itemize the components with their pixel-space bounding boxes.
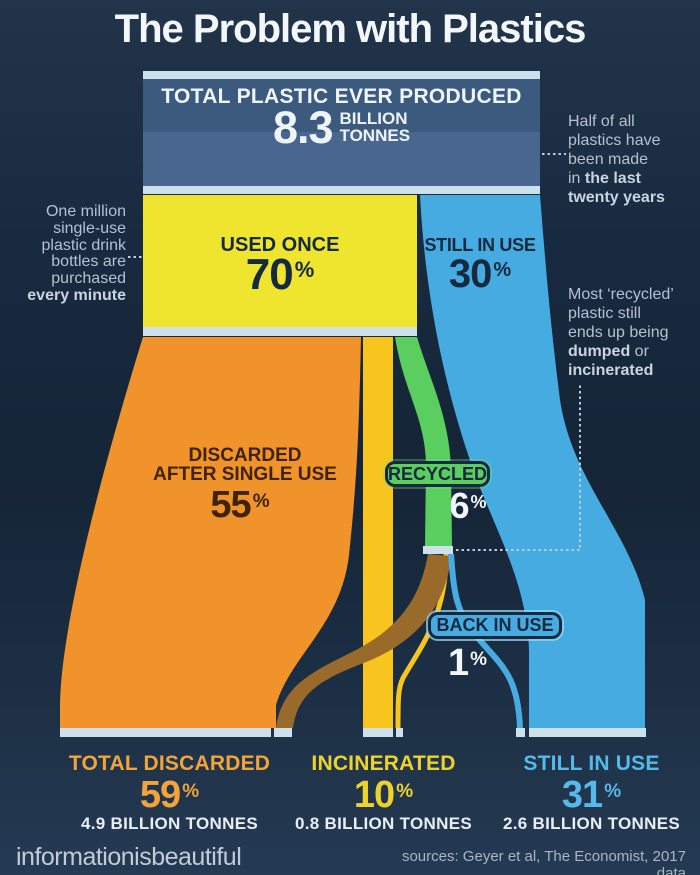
annotation-line: Most ‘recycled’ bbox=[568, 286, 674, 303]
dumped-cap bbox=[274, 728, 292, 737]
still-in-use-final-number: 31 bbox=[561, 774, 603, 816]
total-produced-unit: BILLION TONNES bbox=[340, 110, 411, 144]
flow-used-once-box bbox=[143, 195, 417, 327]
still-in-use-final-cap bbox=[529, 728, 646, 737]
incinerated-cap bbox=[363, 728, 393, 737]
total-produced-value: 8.3 BILLION TONNES bbox=[143, 102, 540, 153]
still-in-use-final-percent: 31% bbox=[469, 774, 700, 817]
used-once-label: USED ONCE bbox=[220, 234, 340, 256]
recycled-number: 6 bbox=[449, 485, 469, 526]
back-in-use-percent: 1% bbox=[420, 642, 515, 685]
percent-sign: % bbox=[493, 259, 512, 281]
top-box-lower bbox=[143, 132, 540, 186]
percent-sign: % bbox=[294, 256, 315, 282]
discarded-percent: 55% bbox=[105, 484, 375, 527]
sources-credit: sources: Geyer et al, The Economist, 201… bbox=[401, 848, 686, 875]
total-discarded-percent: 59% bbox=[47, 774, 292, 817]
back-in-use-cap bbox=[516, 728, 525, 737]
percent-sign: % bbox=[252, 490, 270, 512]
top-box-cap bbox=[143, 71, 540, 79]
unit-tonnes: TONNES bbox=[339, 126, 411, 145]
percent-sign: % bbox=[470, 648, 488, 670]
annotation-line: ends up being bbox=[568, 324, 669, 341]
brand-credit: informationisbeautiful bbox=[16, 843, 242, 871]
annotation-bottles: One million single-use plastic drink bot… bbox=[0, 203, 126, 305]
page-title: The Problem with Plastics bbox=[114, 7, 587, 51]
discarded-number: 55 bbox=[210, 484, 251, 526]
recycled-percent: 6% bbox=[423, 485, 513, 527]
incinerated-label: INCINERATED bbox=[311, 752, 456, 775]
annotation-half-of-plastics: Half of all plastics have been made in t… bbox=[568, 112, 700, 207]
percent-sign: % bbox=[604, 780, 622, 802]
annotation-line: Half of all bbox=[568, 113, 635, 130]
annotation-line-bold: twenty years bbox=[568, 189, 665, 206]
used-once-percent: 70% bbox=[143, 250, 417, 300]
annotation-line: been made bbox=[568, 151, 649, 168]
annotation-line-bold: the last bbox=[584, 170, 641, 187]
annotation-line: One million bbox=[45, 203, 126, 220]
annotation-line: purchased bbox=[51, 270, 126, 288]
recycled-cap bbox=[423, 546, 453, 554]
discarded-label: DISCARDED AFTER SINGLE USE bbox=[110, 446, 380, 484]
annotation-line: plastics have bbox=[568, 132, 661, 149]
back-in-use-number: 1 bbox=[447, 642, 469, 684]
annotation-line: plastic still bbox=[568, 305, 641, 322]
top-box-upper bbox=[143, 79, 540, 132]
still-in-use-top-percent: 30% bbox=[420, 252, 540, 297]
discarded-label-line1: DISCARDED bbox=[188, 445, 302, 466]
annotation-most-recycled: Most ‘recycled’ plastic still ends up be… bbox=[568, 285, 700, 380]
flow-recycled-dumped bbox=[276, 554, 451, 728]
annotation-line-bold: incinerated bbox=[568, 362, 654, 379]
total-discarded-tonnes: 4.9 BILLION TONNES bbox=[80, 814, 258, 833]
unit-billion: BILLION bbox=[339, 109, 408, 128]
recycled-badge: RECYCLED bbox=[385, 461, 490, 487]
total-produced-number: 8.3 bbox=[272, 102, 334, 153]
flow-still-in-use bbox=[420, 195, 645, 728]
still-in-use-final-tonnes: 2.6 BILLION TONNES bbox=[502, 814, 680, 833]
total-discarded-label: TOTAL DISCARDED bbox=[68, 752, 271, 775]
annotation-line: plastic drink bbox=[41, 236, 126, 254]
still-in-use-top-label: STILL IN USE bbox=[424, 235, 536, 255]
incinerated-number: 10 bbox=[353, 774, 395, 816]
flow-incinerated-column bbox=[363, 337, 393, 728]
back-in-use-badge: BACK IN USE bbox=[428, 612, 562, 639]
incinerated-tonnes: 0.8 BILLION TONNES bbox=[294, 814, 472, 833]
annotation-line: bottles are bbox=[51, 253, 126, 271]
still-in-use-top-number: 30 bbox=[448, 252, 492, 296]
flow-discarded bbox=[60, 337, 361, 728]
still-in-use-final-label: STILL IN USE bbox=[523, 752, 660, 775]
used-once-number: 70 bbox=[245, 250, 294, 299]
flow-recycled-to-incinerated bbox=[395, 553, 449, 729]
total-produced-label: TOTAL PLASTIC EVER PRODUCED bbox=[161, 85, 522, 108]
annotation-line-bold: every minute bbox=[27, 286, 126, 304]
total-discarded-number: 59 bbox=[139, 774, 181, 816]
annotation-line-bold: dumped bbox=[568, 343, 631, 360]
total-discarded-cap bbox=[60, 728, 271, 737]
percent-sign: % bbox=[182, 780, 200, 802]
annotation-line: in bbox=[568, 170, 585, 187]
flow-recycled bbox=[395, 337, 452, 546]
percent-sign: % bbox=[470, 492, 487, 513]
annotation-line: or bbox=[630, 343, 649, 360]
recycled-incinerated-cap bbox=[396, 728, 403, 737]
top-box-bottom-cap bbox=[143, 186, 540, 194]
annotation-line: single-use bbox=[53, 219, 126, 237]
percent-sign: % bbox=[396, 780, 414, 802]
incinerated-percent: 10% bbox=[261, 774, 506, 817]
discarded-label-line2: AFTER SINGLE USE bbox=[153, 464, 337, 485]
used-once-bottom-cap bbox=[143, 327, 417, 336]
flow-back-in-use bbox=[448, 553, 523, 729]
